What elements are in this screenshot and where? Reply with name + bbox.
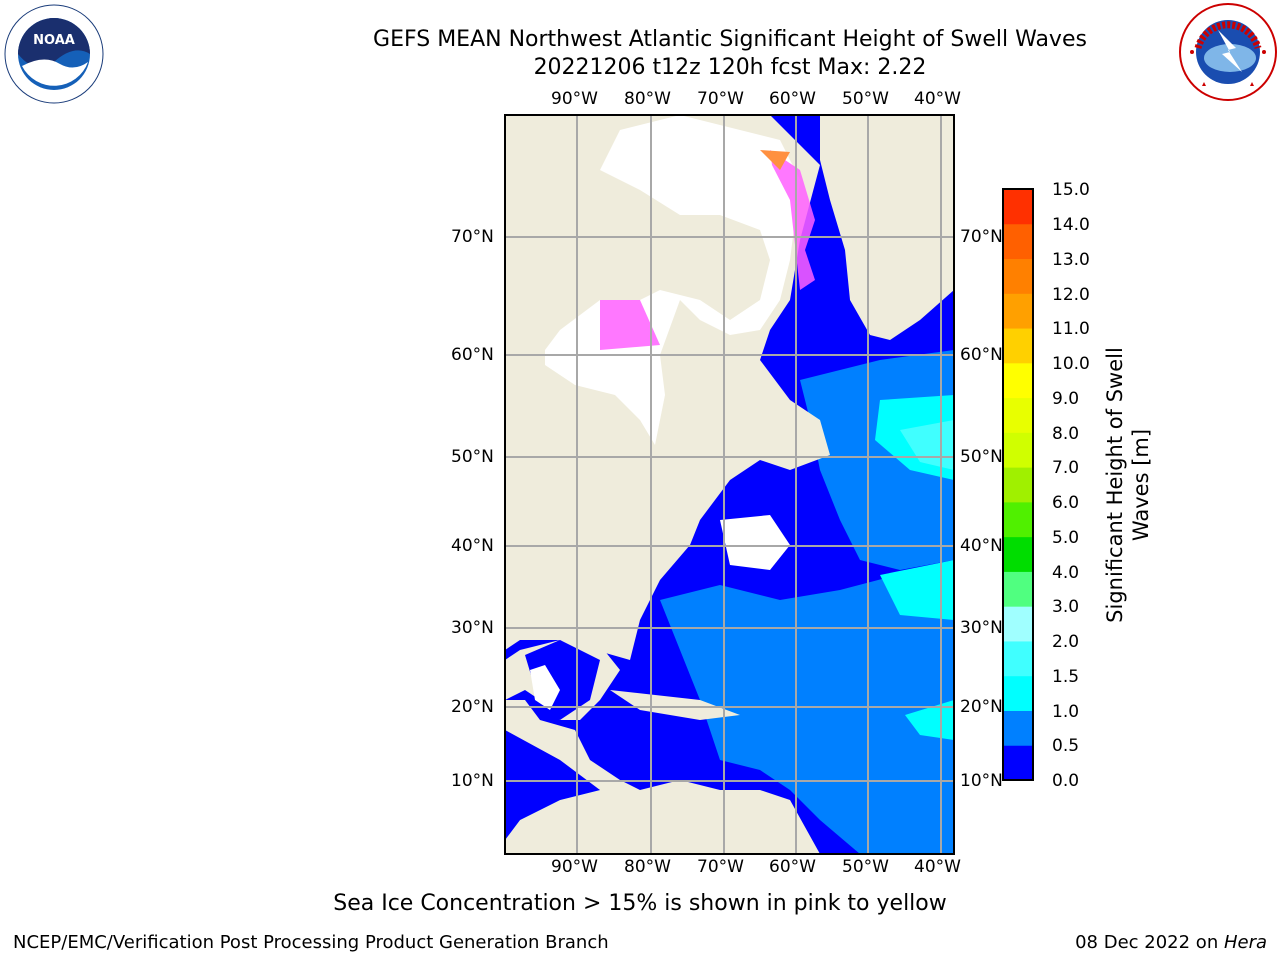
calm-patch-atlantic — [720, 515, 790, 570]
lon-label-top: 90°W — [551, 89, 598, 109]
map-frame — [504, 114, 955, 855]
lon-label-top: 40°W — [914, 89, 961, 109]
credit-text: NCEP/EMC/Verification Post Processing Pr… — [13, 932, 609, 953]
lat-label-left: 30°N — [451, 618, 494, 638]
colorbar-tick-label: 2.0 — [1052, 632, 1080, 652]
lon-label-top: 50°W — [842, 89, 889, 109]
lat-label-right: 30°N — [960, 618, 1003, 638]
colorbar-title-line1: Significant Height of Swell — [1103, 347, 1127, 623]
lon-label-bottom: 70°W — [697, 857, 744, 877]
colorbar-tick-label: 4.0 — [1052, 563, 1080, 583]
machine-name: Hera — [1223, 932, 1267, 953]
colorbar-tick-label: 15.0 — [1052, 180, 1090, 200]
lat-label-right: 50°N — [960, 447, 1003, 467]
lat-label-left: 20°N — [451, 697, 494, 717]
colorbar-tick-label: 10.0 — [1052, 354, 1090, 374]
colorbar-tick-label: 0.5 — [1052, 736, 1080, 756]
colorbar-frame — [1002, 188, 1034, 781]
lat-label-right: 10°N — [960, 771, 1003, 791]
colorbar-tick-label: 1.5 — [1052, 667, 1080, 687]
colorbar-segment — [1003, 640, 1033, 677]
colorbar-segment — [1003, 328, 1033, 364]
lat-label-right: 40°N — [960, 536, 1003, 556]
graticule — [505, 115, 954, 854]
colorbar-tick-label: 14.0 — [1052, 215, 1090, 235]
colorbar-segment — [1003, 293, 1033, 329]
sea-ice-region — [545, 115, 800, 445]
colorbar-segment — [1003, 745, 1033, 781]
chart-subtitle: 20221206 t12z 120h fcst Max: 2.22 — [533, 55, 927, 80]
colorbar-tick-label: 1.0 — [1052, 702, 1080, 722]
noaa-logo-text: NOAA — [33, 33, 75, 48]
colorbar-segment — [1003, 606, 1033, 642]
colorbar-segment — [1003, 501, 1033, 538]
ice-edge-yellow — [760, 150, 790, 170]
lon-label-top: 60°W — [769, 89, 816, 109]
colorbar-segment — [1003, 432, 1033, 468]
lat-label-left: 10°N — [451, 771, 494, 791]
colorbar-segment — [1003, 710, 1033, 746]
colorbar-tick-label: 7.0 — [1052, 458, 1080, 478]
lon-label-bottom: 60°W — [769, 857, 816, 877]
colorbar-segment — [1003, 675, 1033, 711]
colorbar-segment — [1003, 362, 1033, 399]
nws-logo — [1179, 3, 1277, 101]
lon-label-top: 80°W — [624, 89, 671, 109]
date-text: 08 Dec 2022 on — [1075, 932, 1224, 953]
lon-label-bottom: 50°W — [842, 857, 889, 877]
lon-label-bottom: 40°W — [914, 857, 961, 877]
sea-ice-footnote: Sea Ice Concentration > 15% is shown in … — [333, 891, 947, 916]
land-caribbean-islands — [610, 690, 740, 720]
colorbar-tick-label: 8.0 — [1052, 424, 1080, 444]
ice-edge-hudson — [600, 300, 660, 350]
colorbar-segment — [1003, 258, 1033, 294]
colorbar-title: Significant Height of Swell Waves [m] — [1102, 320, 1154, 650]
lat-label-left: 70°N — [451, 227, 494, 247]
colorbar-tick-label: 9.0 — [1052, 389, 1080, 409]
colorbar-segment — [1003, 536, 1033, 572]
colorbar-tick-label: 12.0 — [1052, 285, 1090, 305]
colorbar-tick-label: 0.0 — [1052, 771, 1080, 791]
colorbar-title-line2: Waves [m] — [1129, 428, 1153, 542]
chart-title: GEFS MEAN Northwest Atlantic Significant… — [373, 27, 1087, 52]
swell-pacific — [505, 730, 600, 840]
colorbar-tick-label: 13.0 — [1052, 250, 1090, 270]
lat-label-right: 20°N — [960, 697, 1003, 717]
colorbar-tick-label: 11.0 — [1052, 319, 1090, 339]
lat-label-right: 70°N — [960, 227, 1003, 247]
gulf-calm-patch — [530, 665, 560, 710]
land-north-america — [505, 115, 830, 660]
colorbar — [1003, 189, 1033, 781]
lon-label-bottom: 90°W — [551, 857, 598, 877]
lat-label-left: 40°N — [451, 536, 494, 556]
date-stamp: 08 Dec 2022 on Hera — [1075, 932, 1267, 953]
colorbar-segment — [1003, 189, 1033, 225]
colorbar-tick-label: 5.0 — [1052, 528, 1080, 548]
colorbar-tick-label: 6.0 — [1052, 493, 1080, 513]
lat-label-right: 60°N — [960, 345, 1003, 365]
colorbar-segment — [1003, 571, 1033, 607]
noaa-logo: NOAA — [4, 4, 104, 104]
land-central-south-america — [505, 700, 820, 854]
colorbar-segment — [1003, 223, 1033, 260]
ice-edge-baffin — [770, 150, 815, 290]
lat-label-left: 60°N — [451, 345, 494, 365]
swell-high-central — [880, 560, 954, 620]
lon-label-bottom: 80°W — [624, 857, 671, 877]
lat-label-left: 50°N — [451, 447, 494, 467]
colorbar-tick-label: 3.0 — [1052, 597, 1080, 617]
land-greenland — [820, 115, 954, 340]
colorbar-segment — [1003, 397, 1033, 433]
lon-label-top: 70°W — [697, 89, 744, 109]
map-area — [505, 115, 954, 854]
colorbar-segment — [1003, 467, 1033, 503]
